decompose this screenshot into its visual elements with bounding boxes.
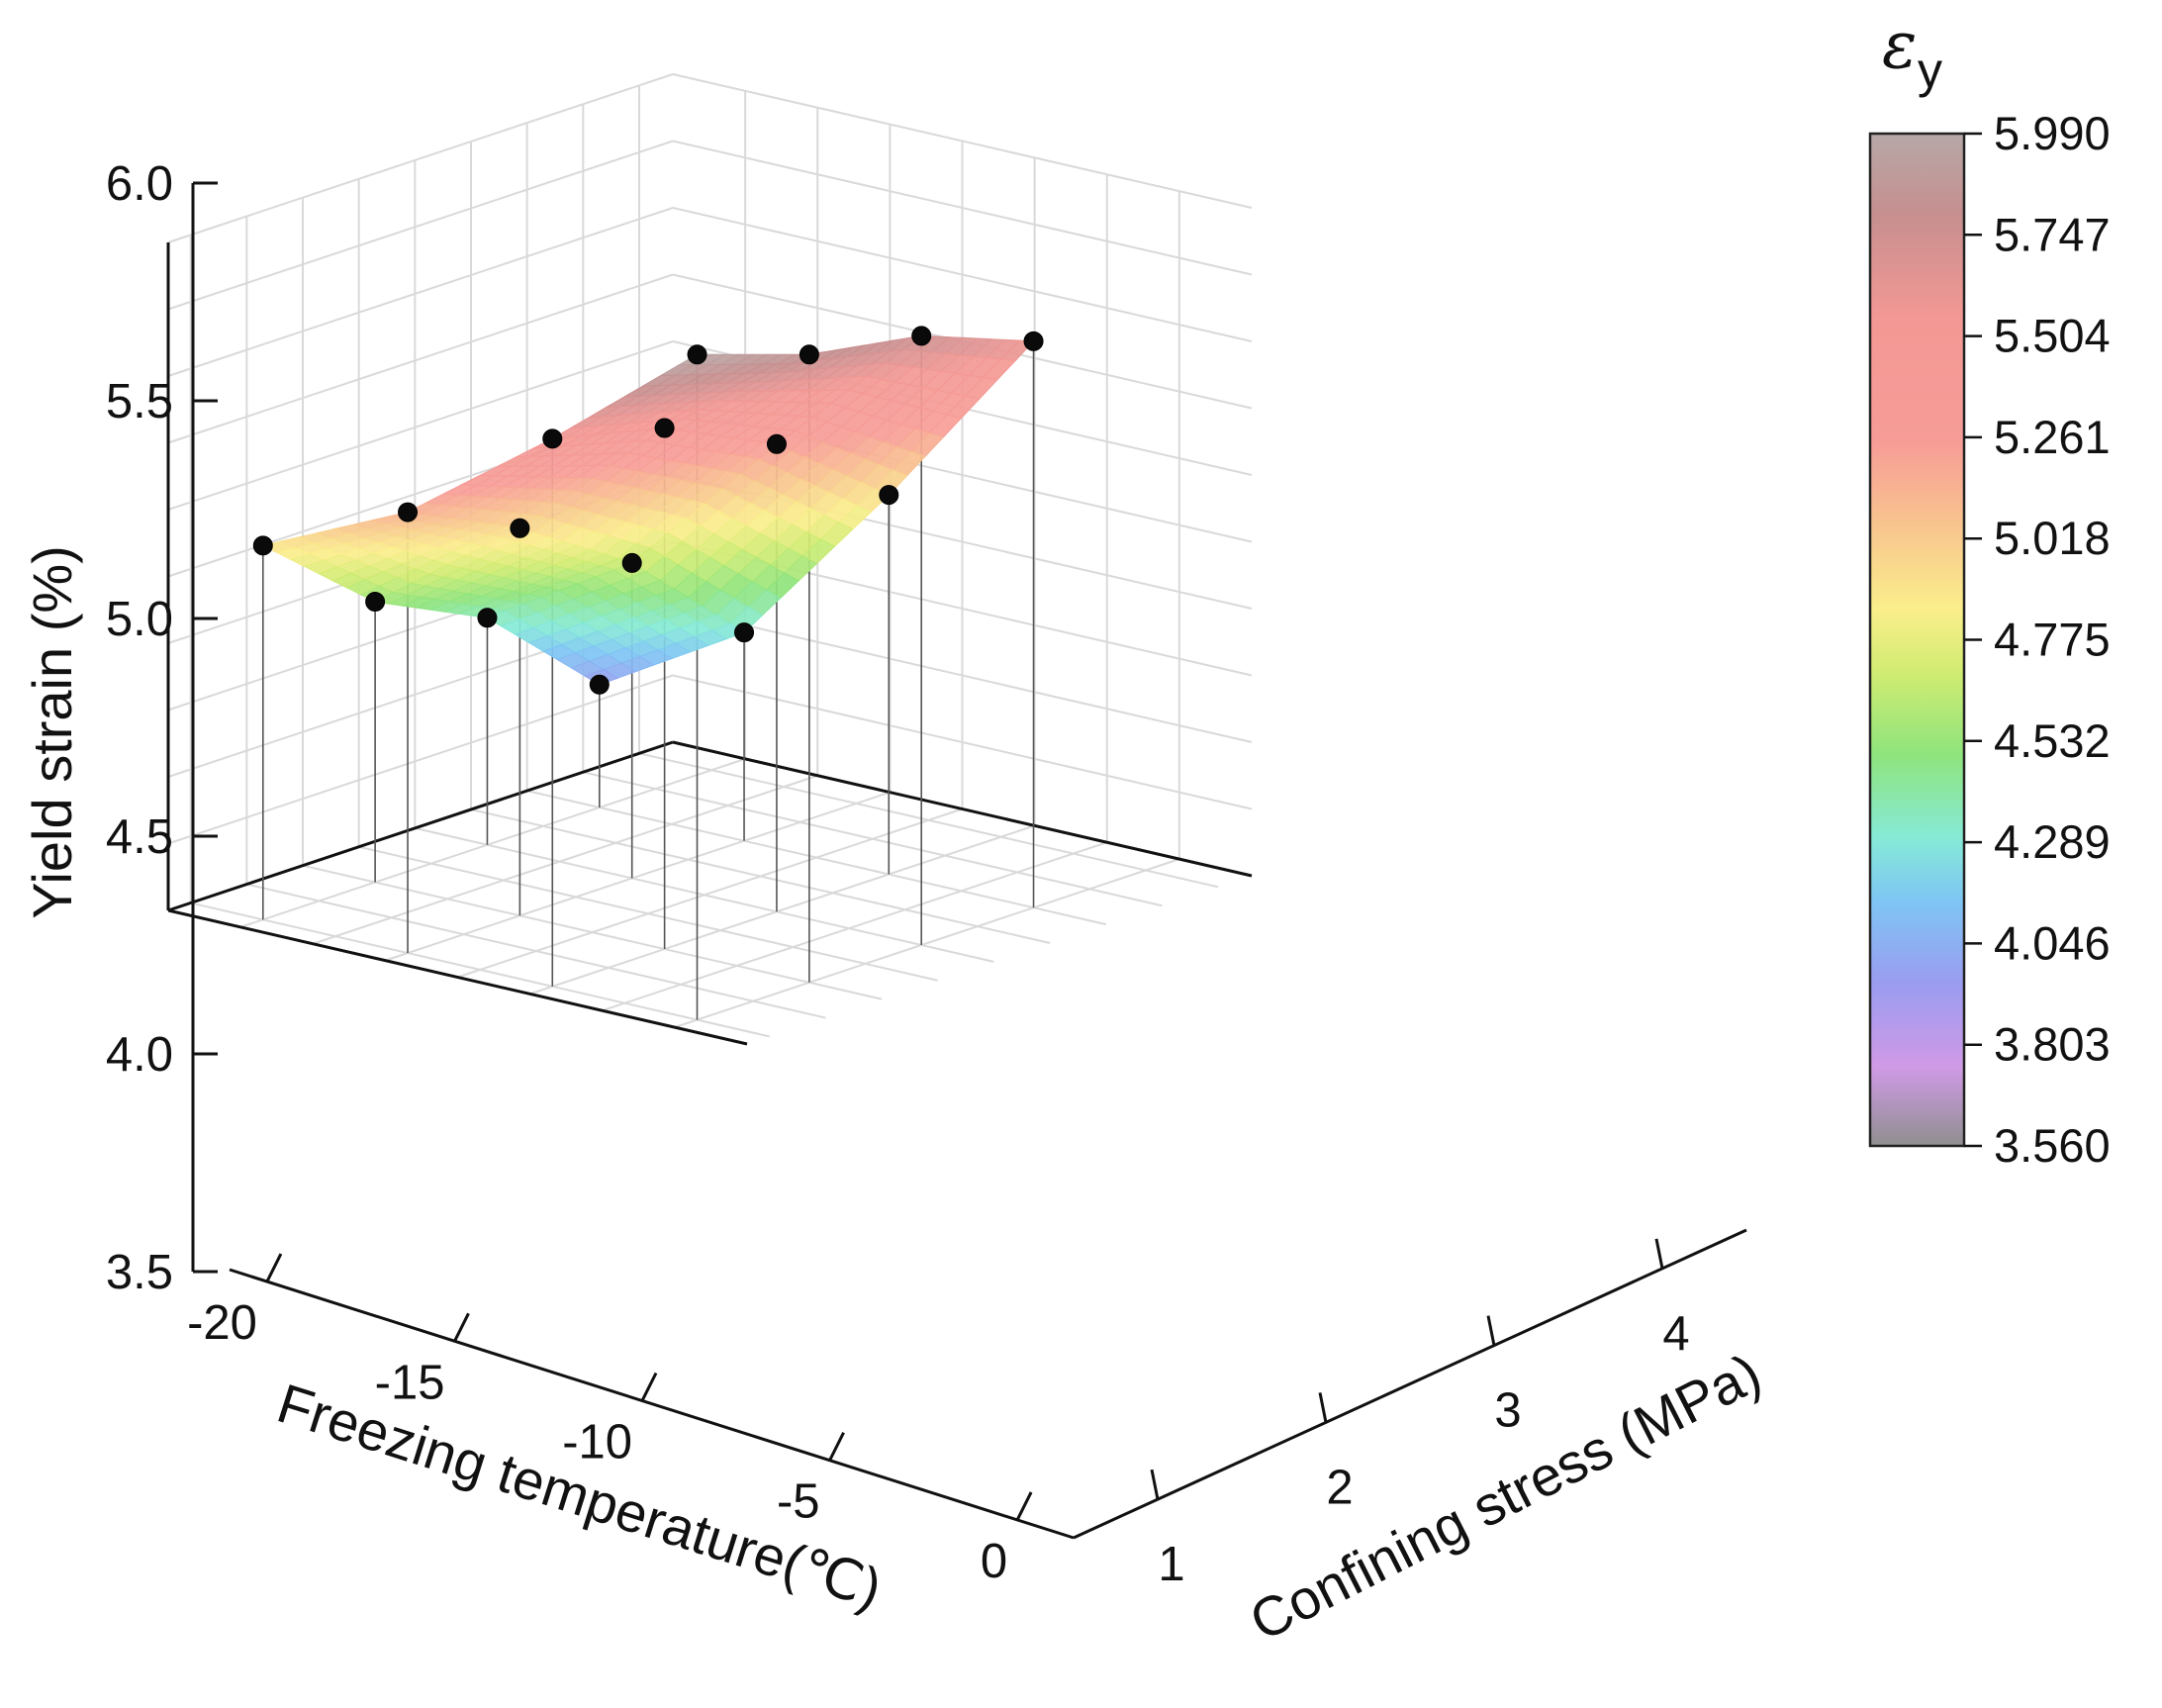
data-points [252,326,1044,695]
gridline-z-left-wall [167,73,674,243]
colorbar-tick-label: 4.289 [1994,815,2111,868]
gridline-y-floor [674,858,1180,1029]
temperature-tick-mark [453,1312,470,1342]
gridline-z-left-wall [167,273,674,444]
colorbar-tick-label: 4.532 [1994,714,2111,767]
data-point-T-10-C4 [911,326,932,346]
temperature-tick-label: -20 [187,1296,257,1350]
confining-tick-label: 3 [1494,1384,1521,1438]
z-tick-label: 3.5 [106,1246,173,1299]
colorbar-tick-label: 5.018 [1994,512,2111,564]
axis-lines [166,242,1253,1046]
z-axis-title: Yield strain (%) [21,545,83,919]
colorbar-tick-label: 4.775 [1994,614,2111,666]
confining-tick-mark [1486,1315,1496,1346]
temperature-tick-mark [640,1372,658,1402]
confining-tick-label: 1 [1158,1538,1184,1591]
z-tick-label: 4.0 [106,1028,173,1082]
data-point-T-15-C3 [654,418,675,438]
x-axis-back-line [167,740,674,912]
colorbar-tick-label: 4.046 [1994,916,2111,969]
colorbar-tick-label: 5.261 [1994,411,2111,463]
temperature-tick-label: -5 [777,1475,820,1529]
confining-tick-label: 2 [1326,1461,1353,1514]
confining-axis-line [1073,1228,1747,1540]
temperature-tick-mark [265,1253,283,1282]
z-tick-label: 5.0 [106,593,173,646]
gridline-z-left-wall [167,140,674,311]
data-point-T-5-C2 [734,622,755,643]
temperature-tick-label: -10 [562,1415,632,1469]
data-point-T-15-C2 [510,518,530,538]
colorbar-tick-label: 5.990 [1994,107,2111,159]
gridline-y-floor [385,791,891,962]
data-point-T-5-C1 [589,674,610,695]
gridline-z-left-wall [167,340,674,511]
gridline-y-floor [602,841,1108,1012]
data-point-T-20-C2 [398,502,419,522]
colorbar-gradient [1868,132,1966,1148]
confining-tick-label: 4 [1662,1307,1689,1361]
data-point-T-20-C1 [252,535,273,556]
data-point-T-10-C2 [621,552,642,573]
gridline-y-floor [239,757,746,928]
surface-mesh [261,334,1035,686]
gridline-z-left-wall [167,207,674,377]
data-point-T-5-C4 [1023,331,1044,351]
temperature-tick-label: 0 [981,1535,1007,1588]
temperature-axis-line [229,1268,1075,1540]
confining-tick-mark [1318,1392,1328,1423]
colorbar-tick-label: 5.504 [1994,310,2111,362]
temperature-tick-label: -15 [375,1356,445,1409]
colorbar: 5.990 5.747 5.504 5.261 5.018 4.775 4.532 4.289… [1868,7,2111,1172]
confining-tick-mark [1654,1238,1664,1270]
colorbar-tick-label: 5.747 [1994,208,2111,260]
temperature-tick-mark [828,1432,845,1462]
y-axis-back-line [672,740,1253,878]
colorbar-title-subscript: y [1918,43,1942,98]
colorbar-tick-label: 3.560 [1994,1119,2111,1172]
gridline-z-left-wall [167,674,674,845]
confining-tick-mark [1150,1469,1160,1500]
gridline-y-floor [529,824,1035,996]
data-point-T-10-C1 [477,608,498,628]
colorbar-title: ε [1882,7,1917,83]
data-point-T-15-C4 [799,344,819,365]
z-tick-label: 5.5 [106,375,173,428]
data-point-T-15-C1 [365,592,386,613]
z-tick-label: 4.5 [106,810,173,864]
gridline-y-floor [457,807,963,979]
colorbar-tick-label: 3.803 [1994,1018,2111,1071]
data-point-T-20-C3 [542,428,563,449]
z-tick-label: 6.0 [106,157,173,211]
data-point-T-10-C3 [766,433,787,454]
gridline-y-floor [312,774,818,945]
x-axis-front-edge [167,908,748,1046]
data-point-T-5-C3 [879,485,899,506]
data-point-T-20-C4 [687,344,707,365]
temperature-tick-mark [1015,1491,1033,1521]
